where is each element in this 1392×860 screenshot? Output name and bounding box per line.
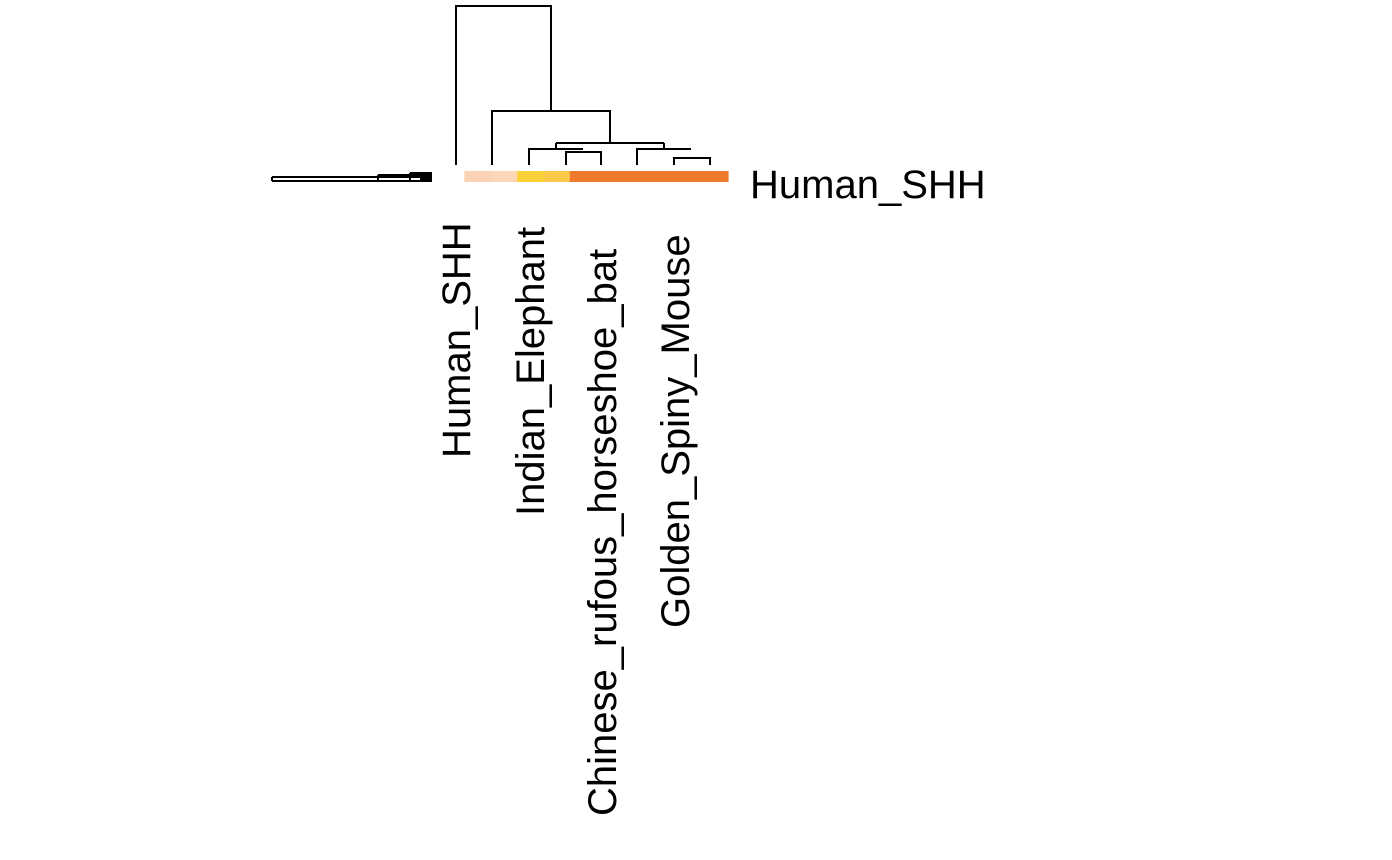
column-label-golden-spiny-mouse: Golden_Spiny_Mouse [654, 234, 698, 628]
column-label-indian-elephant: Indian_Elephant [509, 227, 553, 516]
heatmap-cell [464, 171, 492, 182]
heatmap-cell [622, 171, 650, 182]
heatmap-cell [543, 171, 571, 182]
heatmap-cell [701, 171, 729, 182]
row-dendrogram [271, 172, 432, 182]
heatmap-cell [490, 171, 518, 182]
heatmap-cell [569, 171, 597, 182]
heatmap-cells [438, 171, 729, 182]
heatmap-cell [648, 171, 676, 182]
row-label: Human_SHH [750, 163, 986, 207]
heatmap-cell [675, 171, 703, 182]
column-dendrogram-branch [673, 157, 711, 165]
column-dendrogram-root-branch [455, 5, 552, 165]
heatmap-cell [517, 171, 545, 182]
column-dendrogram [455, 5, 711, 165]
column-label-chinese-rufous-horseshoe-bat: Chinese_rufous_horseshoe_bat [581, 249, 625, 816]
column-label-human-shh: Human_SHH [435, 222, 479, 458]
heatmap-cell [596, 171, 624, 182]
column-dendrogram-branch [491, 110, 611, 165]
column-dendrogram-branch [565, 151, 602, 165]
column-dendrogram-branch [636, 148, 691, 165]
column-dendrogram-branch [528, 148, 583, 165]
heatmap-cell [438, 171, 465, 182]
row-dendrogram-branch [420, 172, 432, 182]
row-dendrogram-branch [271, 176, 432, 182]
